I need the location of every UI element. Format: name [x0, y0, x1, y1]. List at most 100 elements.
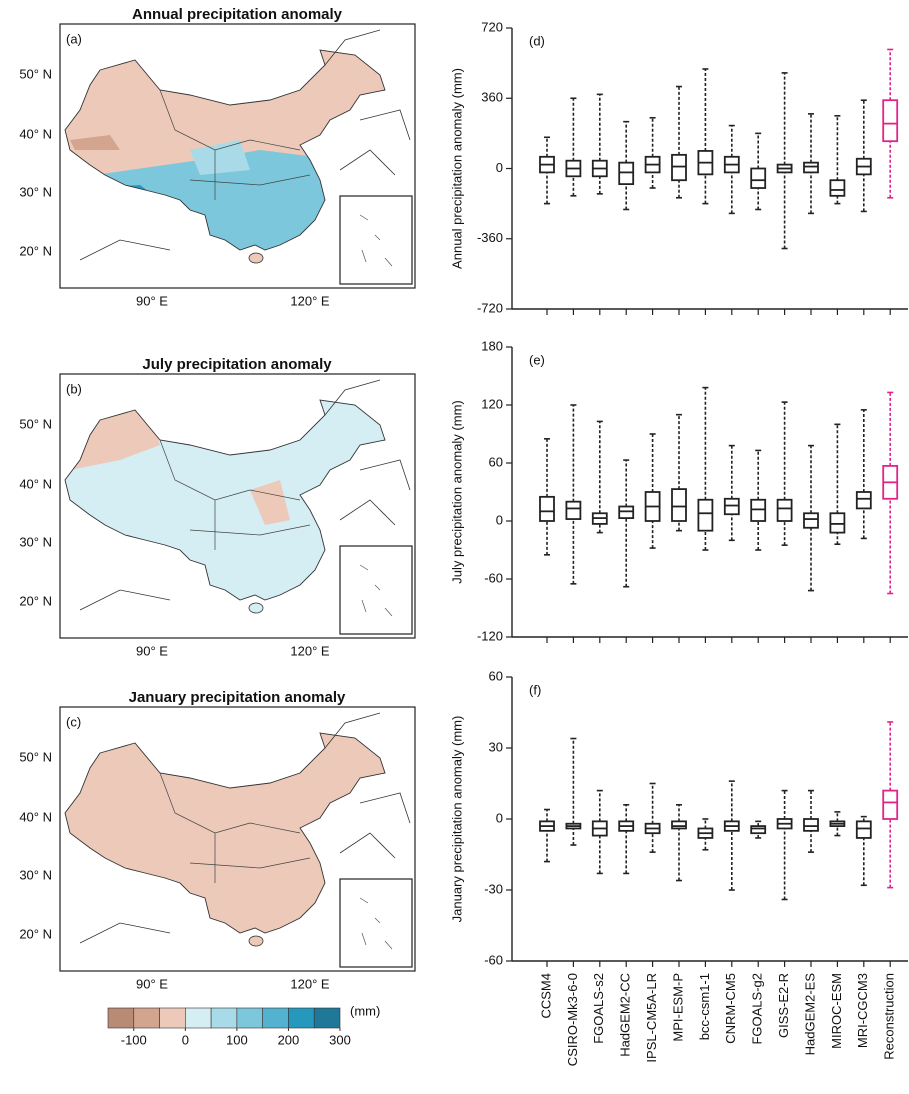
box — [618, 161, 635, 186]
colorbar-tick-label: 100 — [226, 1032, 248, 1047]
y-tick-label: 0 — [496, 810, 503, 825]
maps: Annual precipitation anomaly (a) 50° N 40° … — [19, 6, 416, 1047]
x-tick-label: MRI-CGCM3 — [855, 973, 870, 1048]
x-tick-label: Reconstruction — [882, 973, 897, 1060]
box — [618, 505, 635, 520]
panel-label: (b) — [66, 381, 82, 396]
y-tick-label: 0 — [496, 512, 503, 527]
box — [671, 153, 687, 182]
colorbar-tick-label: 0 — [182, 1032, 189, 1047]
box — [829, 512, 846, 534]
shading-area — [70, 135, 120, 150]
lat-label: 50° N — [19, 66, 52, 81]
y-tick-label: 360 — [481, 90, 503, 105]
lat-label: 40° N — [19, 809, 52, 824]
province-lines — [159, 439, 311, 550]
lat-label: 20° N — [19, 593, 52, 608]
box — [882, 789, 899, 820]
panel-label: (a) — [66, 31, 82, 46]
colorbar-swatch — [288, 1007, 315, 1029]
y-tick-label: 180 — [481, 338, 503, 353]
y-axis-title: January precipitation anomaly (mm) — [449, 716, 464, 923]
colorbar-swatch — [185, 1007, 212, 1029]
lon-label: 120° E — [290, 976, 330, 991]
y-tick-label: 60 — [489, 454, 503, 469]
province-lines — [159, 772, 311, 883]
colorbar-tick-label: 300 — [329, 1032, 351, 1047]
x-tick-label: FGOALS-s2 — [591, 973, 606, 1044]
y-tick-label: 0 — [496, 160, 503, 175]
box — [697, 498, 714, 532]
box — [882, 99, 899, 143]
box — [855, 820, 872, 839]
y-tick-label: 720 — [481, 19, 503, 34]
x-tick-label: CSIRO-Mk3-6-0 — [565, 973, 580, 1066]
lat-label: 20° N — [19, 926, 52, 941]
panel-label: (d) — [529, 33, 545, 48]
lat-label: 40° N — [19, 476, 52, 491]
coastline — [79, 29, 411, 261]
lat-label: 30° N — [19, 184, 52, 199]
x-tick-label: GISS-E2-R — [776, 973, 791, 1038]
colorbar-swatch — [107, 1007, 135, 1029]
box — [829, 179, 846, 197]
inset-islands — [359, 897, 393, 950]
coastline — [79, 379, 411, 611]
map-title: July precipitation anomaly — [142, 356, 332, 373]
lat-label: 50° N — [19, 749, 52, 764]
box-plot: -120 -60 0 60 120 180 (e) July precipitation an… — [449, 338, 908, 643]
map-title: January precipitation anomaly — [129, 689, 346, 706]
colorbar-tick-label: -100 — [121, 1032, 147, 1047]
box — [671, 488, 687, 522]
inset-frame — [339, 545, 413, 635]
box — [671, 820, 687, 830]
map-panel: July precipitation anomaly (b) 50° N 40° N 3… — [19, 356, 416, 658]
colorbar-swatch — [210, 1007, 238, 1029]
shading-area — [250, 480, 290, 525]
x-tick-label: MPI-ESM-P — [670, 973, 685, 1042]
shading-area — [190, 140, 250, 175]
y-tick-label: -60 — [484, 952, 503, 967]
colorbar-swatch — [133, 1007, 160, 1029]
x-tick-label: HadGEM2-ES — [802, 973, 817, 1056]
colorbar-swatch — [262, 1007, 289, 1029]
lon-label: 90° E — [136, 643, 168, 658]
province-lines — [159, 89, 311, 200]
y-tick-label: 60 — [489, 668, 503, 683]
box — [750, 167, 767, 189]
hainan — [248, 935, 264, 947]
colorbar-tick-label: 200 — [278, 1032, 300, 1047]
panel-label: (f) — [529, 682, 541, 697]
x-tick-label: IPSL-CM5A-LR — [644, 973, 659, 1063]
box — [803, 818, 819, 832]
inset-islands — [359, 564, 393, 617]
lat-label: 30° N — [19, 534, 52, 549]
x-tick-label: MIROC-ESM — [829, 973, 844, 1049]
panel-label: (e) — [529, 352, 545, 367]
inset-islands — [359, 214, 393, 267]
colorbar-swatch — [159, 1007, 186, 1029]
box-plot: -60 -30 0 30 60 CCSM4 CSIRO-Mk3-6-0 FGOALS-s2 Ha… — [449, 668, 908, 1066]
lat-label: 50° N — [19, 416, 52, 431]
inset-frame — [339, 195, 413, 285]
y-tick-label: -30 — [484, 881, 503, 896]
box — [750, 498, 767, 522]
map-panel: Annual precipitation anomaly (a) 50° N 40° … — [19, 6, 416, 308]
box — [803, 512, 819, 529]
y-tick-label: -360 — [477, 230, 503, 245]
map-title: Annual precipitation anomaly — [132, 6, 343, 23]
x-tick-label: CNRM-CM5 — [723, 973, 738, 1044]
x-tick-label: HadGEM2-CC — [618, 973, 633, 1057]
lon-label: 90° E — [136, 976, 168, 991]
colorbar-unit: (mm) — [350, 1003, 380, 1018]
box — [776, 498, 793, 522]
box — [855, 491, 872, 510]
box-plot: -720 -360 0 360 720 (d) Annual precipitation a… — [449, 19, 908, 315]
y-axis-title: July precipitation anomaly (mm) — [449, 400, 464, 584]
box — [803, 161, 819, 174]
x-tick-label: FGOALS-g2 — [750, 973, 765, 1045]
colorbar-swatch — [236, 1007, 263, 1029]
y-tick-label: -60 — [484, 570, 503, 585]
lat-label: 30° N — [19, 867, 52, 882]
